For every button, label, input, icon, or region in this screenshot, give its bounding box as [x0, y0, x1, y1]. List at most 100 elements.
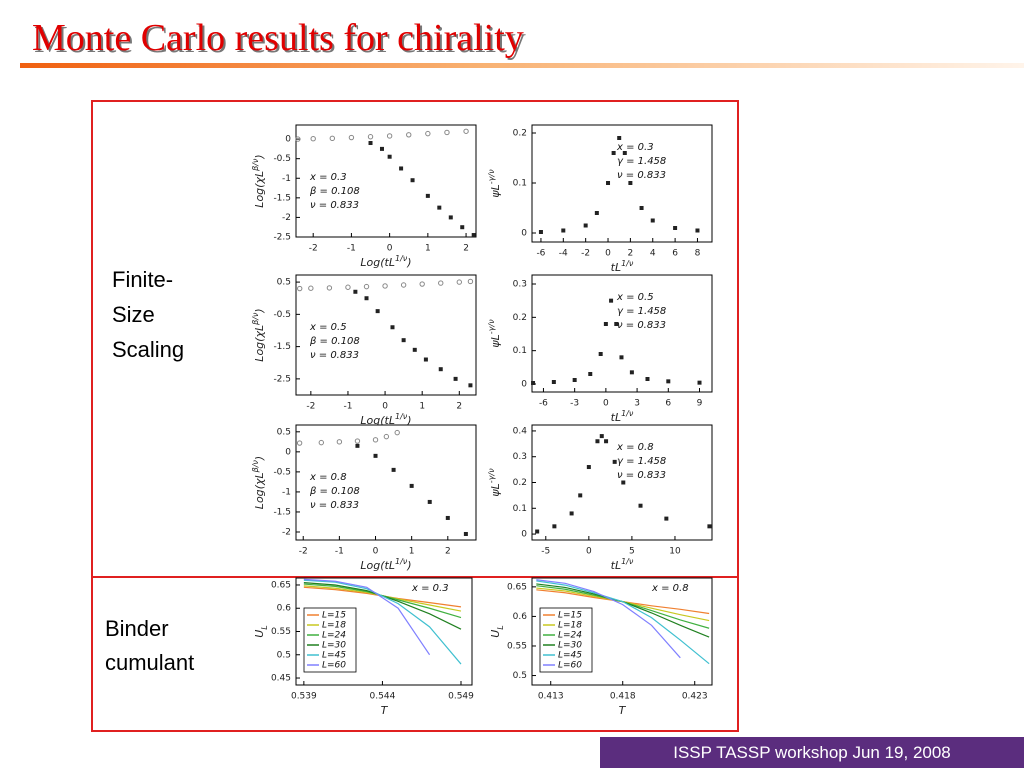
annotation: ν = 0.833: [617, 320, 666, 331]
y-axis-label: ψL-γ/ν: [487, 169, 503, 198]
x-tick-label: 0: [586, 547, 592, 557]
legend-box: [303, 607, 357, 673]
y-tick-label: 0.4: [513, 426, 528, 436]
annotation: x = 0.3: [309, 172, 347, 183]
legend-label: L=24: [558, 631, 582, 641]
y-tick-label: 0.2: [513, 478, 527, 488]
x-tick-label: 0.539: [291, 692, 317, 702]
y-axis-label: Log(χLβ/ν): [251, 456, 267, 509]
point: [379, 146, 384, 151]
label-text: ψL: [489, 483, 502, 496]
label-end: ): [253, 456, 266, 461]
label-sup: β/ν: [251, 158, 260, 172]
point: [467, 278, 474, 285]
y-axis-label: ψL-γ/ν: [487, 468, 503, 497]
label-text: U: [253, 630, 266, 638]
point: [427, 499, 432, 504]
point: [606, 181, 611, 185]
section-label: Size: [112, 302, 155, 327]
point: [535, 529, 540, 534]
point: [552, 524, 557, 529]
x-tick-label: 5: [629, 547, 635, 557]
point: [468, 383, 473, 388]
point: [639, 206, 644, 210]
point: [373, 453, 378, 458]
point: [603, 322, 608, 326]
y-tick-label: -1: [282, 174, 291, 184]
label-sup: β/ν: [251, 312, 260, 326]
y-tick-label: 0.5: [277, 427, 291, 437]
label-sup: 1/ν: [621, 259, 634, 268]
point: [368, 141, 373, 146]
x-tick-label: -3: [570, 399, 579, 409]
point: [628, 181, 633, 185]
x-tick-label: 0: [603, 399, 609, 409]
y-tick-label: 0.1: [513, 346, 527, 356]
x-tick-label: 0: [373, 547, 379, 557]
point: [453, 376, 458, 381]
x-axis-label: Log(tL1/ν): [360, 254, 411, 270]
y-tick-label: 0.65: [507, 582, 527, 592]
y-tick-label: 0.5: [513, 671, 527, 681]
legend-label: L=18: [322, 621, 346, 631]
y-axis-label: Log(χLβ/ν): [251, 308, 267, 361]
point: [463, 531, 468, 536]
point: [355, 443, 360, 448]
y-tick-label: 0.3: [513, 280, 527, 290]
x-tick-label: 1: [409, 547, 415, 557]
point: [297, 285, 303, 292]
section-label: Finite-: [112, 267, 173, 292]
x-tick-label: 2: [463, 244, 469, 254]
x-tick-label: -2: [306, 402, 315, 412]
legend-label: L=45: [322, 651, 346, 661]
y-tick-label: 0.5: [277, 278, 291, 288]
x-tick-label: 10: [669, 547, 681, 557]
x-axis-label: tL1/ν: [611, 259, 634, 275]
legend-label: L=30: [558, 641, 582, 651]
label-text: Log(tL: [360, 414, 395, 427]
y-tick-label: -2.5: [273, 374, 291, 384]
point: [594, 211, 599, 215]
annotation: x = 0.3: [411, 583, 449, 594]
x-tick-label: 2: [445, 547, 451, 557]
point: [638, 503, 643, 508]
y-tick-label: -2: [282, 527, 291, 537]
point: [364, 296, 369, 301]
label-text: Log(tL: [360, 256, 395, 269]
plot-frame: [531, 124, 713, 243]
label-end: ): [406, 414, 411, 427]
x-axis-label: tL1/ν: [611, 557, 634, 573]
label-sup: 1/ν: [621, 557, 634, 566]
point: [386, 133, 393, 139]
label-sub: L: [496, 625, 505, 629]
y-axis-label: UL: [253, 625, 269, 638]
series-line: [303, 578, 431, 656]
annotation: β = 0.108: [309, 486, 360, 497]
x-tick-label: 9: [697, 399, 703, 409]
x-tick-label: 0.413: [538, 692, 564, 702]
y-tick-label: 0.2: [513, 129, 527, 139]
point: [412, 347, 417, 352]
point: [419, 281, 425, 287]
label-sup: 1/ν: [621, 409, 634, 418]
x-tick-label: 2: [628, 249, 634, 259]
point: [438, 280, 444, 286]
annotation: ν = 0.833: [617, 470, 666, 481]
y-tick-label: 0.5: [277, 650, 291, 660]
label-text: Log(χL: [253, 171, 266, 208]
annotation: ν = 0.833: [310, 500, 359, 511]
label-sup: 1/ν: [395, 412, 408, 421]
point: [394, 429, 400, 436]
label-text: tL: [611, 559, 621, 572]
x-tick-label: -2: [309, 244, 318, 254]
y-tick-label: 0.45: [271, 674, 291, 684]
section-label: Scaling: [112, 337, 184, 362]
point: [588, 372, 593, 376]
x-tick-label: 0: [382, 402, 388, 412]
annotation: β = 0.108: [309, 336, 360, 347]
y-tick-label: 0: [521, 530, 527, 540]
legend-label: L=60: [558, 661, 582, 671]
y-tick-label: 0.55: [271, 627, 291, 637]
y-tick-label: -1: [282, 487, 291, 497]
x-tick-label: -1: [347, 244, 356, 254]
